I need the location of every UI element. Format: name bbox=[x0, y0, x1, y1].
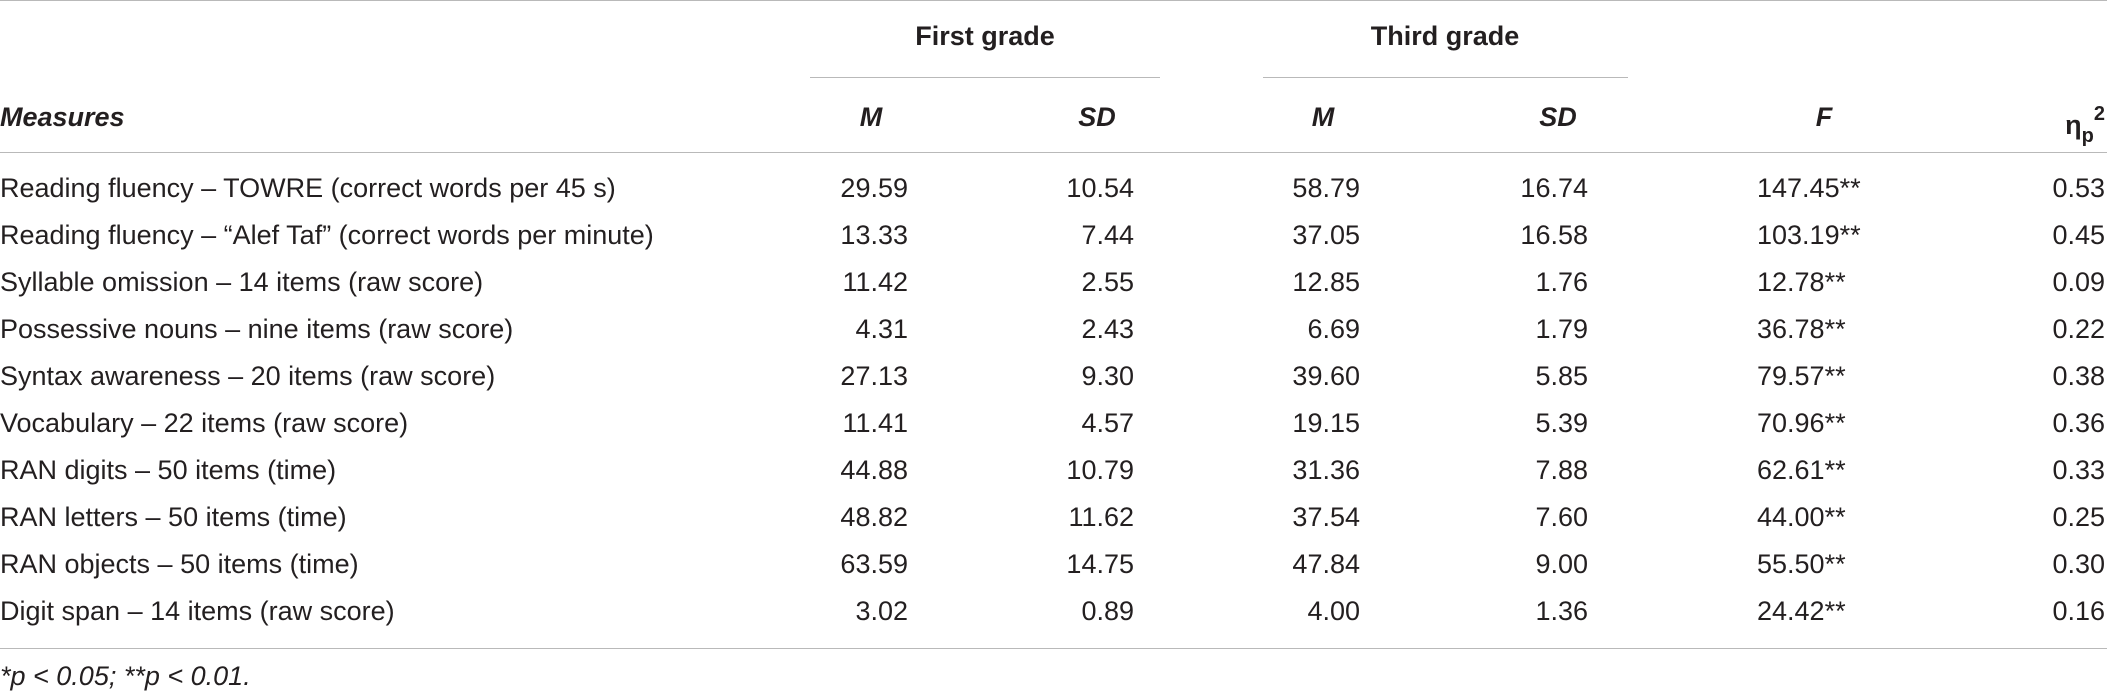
f-cell: 103.19** bbox=[1757, 220, 1861, 250]
f-header: F bbox=[1815, 102, 1833, 132]
third-grade-sd-cell: 9.00 bbox=[1535, 549, 1588, 579]
first-grade-sd-cell: 2.43 bbox=[1081, 314, 1134, 344]
third-grade-header: Third grade bbox=[1370, 21, 1520, 51]
first-grade-sd-cell: 11.62 bbox=[1068, 502, 1134, 532]
eta-cell: 0.22 bbox=[2052, 314, 2105, 344]
third-grade-m-cell: 6.69 bbox=[1307, 314, 1360, 344]
first-grade-sd-cell: 9.30 bbox=[1081, 361, 1134, 391]
first-grade-sd-cell: 0.89 bbox=[1081, 596, 1134, 626]
measure-cell: RAN digits – 50 items (time) bbox=[0, 455, 337, 485]
third-grade-sd-cell: 5.39 bbox=[1535, 408, 1588, 438]
third-grade-sd-cell: 1.79 bbox=[1535, 314, 1588, 344]
measure-cell: Reading fluency – TOWRE (correct words p… bbox=[0, 173, 616, 203]
first-grade-m-cell: 11.41 bbox=[842, 408, 908, 438]
third-grade-sd-cell: 1.76 bbox=[1535, 267, 1588, 297]
f-cell: 12.78** bbox=[1757, 267, 1846, 297]
measure-cell: Possessive nouns – nine items (raw score… bbox=[0, 314, 514, 344]
measure-cell: Vocabulary – 22 items (raw score) bbox=[0, 408, 409, 438]
f-cell: 70.96** bbox=[1757, 408, 1846, 438]
measure-cell: Reading fluency – “Alef Taf” (correct wo… bbox=[0, 220, 654, 250]
first-grade-m-cell: 44.88 bbox=[840, 455, 908, 485]
measure-cell: RAN objects – 50 items (time) bbox=[0, 549, 359, 579]
first-grade-m-cell: 48.82 bbox=[840, 502, 908, 532]
measures-header: Measures bbox=[0, 102, 125, 132]
f-cell: 147.45** bbox=[1757, 173, 1861, 203]
third-grade-m-cell: 37.05 bbox=[1292, 220, 1360, 250]
eta-cell: 0.25 bbox=[2052, 502, 2105, 532]
first-grade-m-cell: 3.02 bbox=[855, 596, 908, 626]
first-grade-m-cell: 63.59 bbox=[840, 549, 908, 579]
eta-cell: 0.09 bbox=[2052, 267, 2105, 297]
header-bottom-rule bbox=[0, 152, 2107, 153]
f-cell: 24.42** bbox=[1757, 596, 1846, 626]
first-grade-sd-cell: 10.79 bbox=[1066, 455, 1134, 485]
sd-first-grade-header: SD bbox=[1078, 102, 1116, 132]
third-grade-m-cell: 19.15 bbox=[1292, 408, 1360, 438]
first-grade-sd-cell: 10.54 bbox=[1066, 173, 1134, 203]
measure-cell: Digit span – 14 items (raw score) bbox=[0, 596, 395, 626]
third-grade-underline bbox=[1263, 77, 1628, 78]
f-cell: 44.00** bbox=[1757, 502, 1846, 532]
third-grade-sd-cell: 16.58 bbox=[1520, 220, 1588, 250]
partial-eta-squared-header: ηp2 bbox=[2065, 103, 2105, 147]
eta-cell: 0.36 bbox=[2052, 408, 2105, 438]
third-grade-sd-cell: 5.85 bbox=[1535, 361, 1588, 391]
third-grade-sd-cell: 1.36 bbox=[1535, 596, 1588, 626]
m-first-grade-header: M bbox=[859, 102, 883, 132]
footnote: *p < 0.05; **p < 0.01. bbox=[0, 661, 251, 691]
third-grade-m-cell: 47.84 bbox=[1292, 549, 1360, 579]
first-grade-m-cell: 27.13 bbox=[840, 361, 908, 391]
third-grade-sd-cell: 16.74 bbox=[1520, 173, 1588, 203]
top-rule bbox=[0, 0, 2107, 1]
first-grade-sd-cell: 2.55 bbox=[1081, 267, 1134, 297]
third-grade-m-cell: 4.00 bbox=[1307, 596, 1360, 626]
third-grade-sd-cell: 7.60 bbox=[1535, 502, 1588, 532]
first-grade-sd-cell: 14.75 bbox=[1066, 549, 1134, 579]
f-cell: 62.61** bbox=[1757, 455, 1846, 485]
third-grade-m-cell: 37.54 bbox=[1292, 502, 1360, 532]
eta-cell: 0.53 bbox=[2052, 173, 2105, 203]
first-grade-sd-cell: 4.57 bbox=[1081, 408, 1134, 438]
f-cell: 79.57** bbox=[1757, 361, 1846, 391]
f-cell: 55.50** bbox=[1757, 549, 1846, 579]
third-grade-sd-cell: 7.88 bbox=[1535, 455, 1588, 485]
eta-cell: 0.16 bbox=[2052, 596, 2105, 626]
third-grade-m-cell: 12.85 bbox=[1292, 267, 1360, 297]
first-grade-header: First grade bbox=[915, 21, 1055, 51]
eta-cell: 0.45 bbox=[2052, 220, 2105, 250]
eta-cell: 0.30 bbox=[2052, 549, 2105, 579]
table-bottom-rule bbox=[0, 648, 2107, 649]
first-grade-m-cell: 29.59 bbox=[840, 173, 908, 203]
first-grade-underline bbox=[810, 77, 1160, 78]
first-grade-m-cell: 4.31 bbox=[855, 314, 908, 344]
third-grade-m-cell: 39.60 bbox=[1292, 361, 1360, 391]
measure-cell: Syllable omission – 14 items (raw score) bbox=[0, 267, 484, 297]
eta-cell: 0.33 bbox=[2052, 455, 2105, 485]
measure-cell: Syntax awareness – 20 items (raw score) bbox=[0, 361, 496, 391]
eta-cell: 0.38 bbox=[2052, 361, 2105, 391]
first-grade-sd-cell: 7.44 bbox=[1081, 220, 1134, 250]
first-grade-m-cell: 11.42 bbox=[842, 267, 908, 297]
first-grade-m-cell: 13.33 bbox=[840, 220, 908, 250]
third-grade-m-cell: 58.79 bbox=[1292, 173, 1360, 203]
m-third-grade-header: M bbox=[1311, 102, 1335, 132]
sd-third-grade-header: SD bbox=[1539, 102, 1577, 132]
third-grade-m-cell: 31.36 bbox=[1292, 455, 1360, 485]
measure-cell: RAN letters – 50 items (time) bbox=[0, 502, 347, 532]
f-cell: 36.78** bbox=[1757, 314, 1846, 344]
